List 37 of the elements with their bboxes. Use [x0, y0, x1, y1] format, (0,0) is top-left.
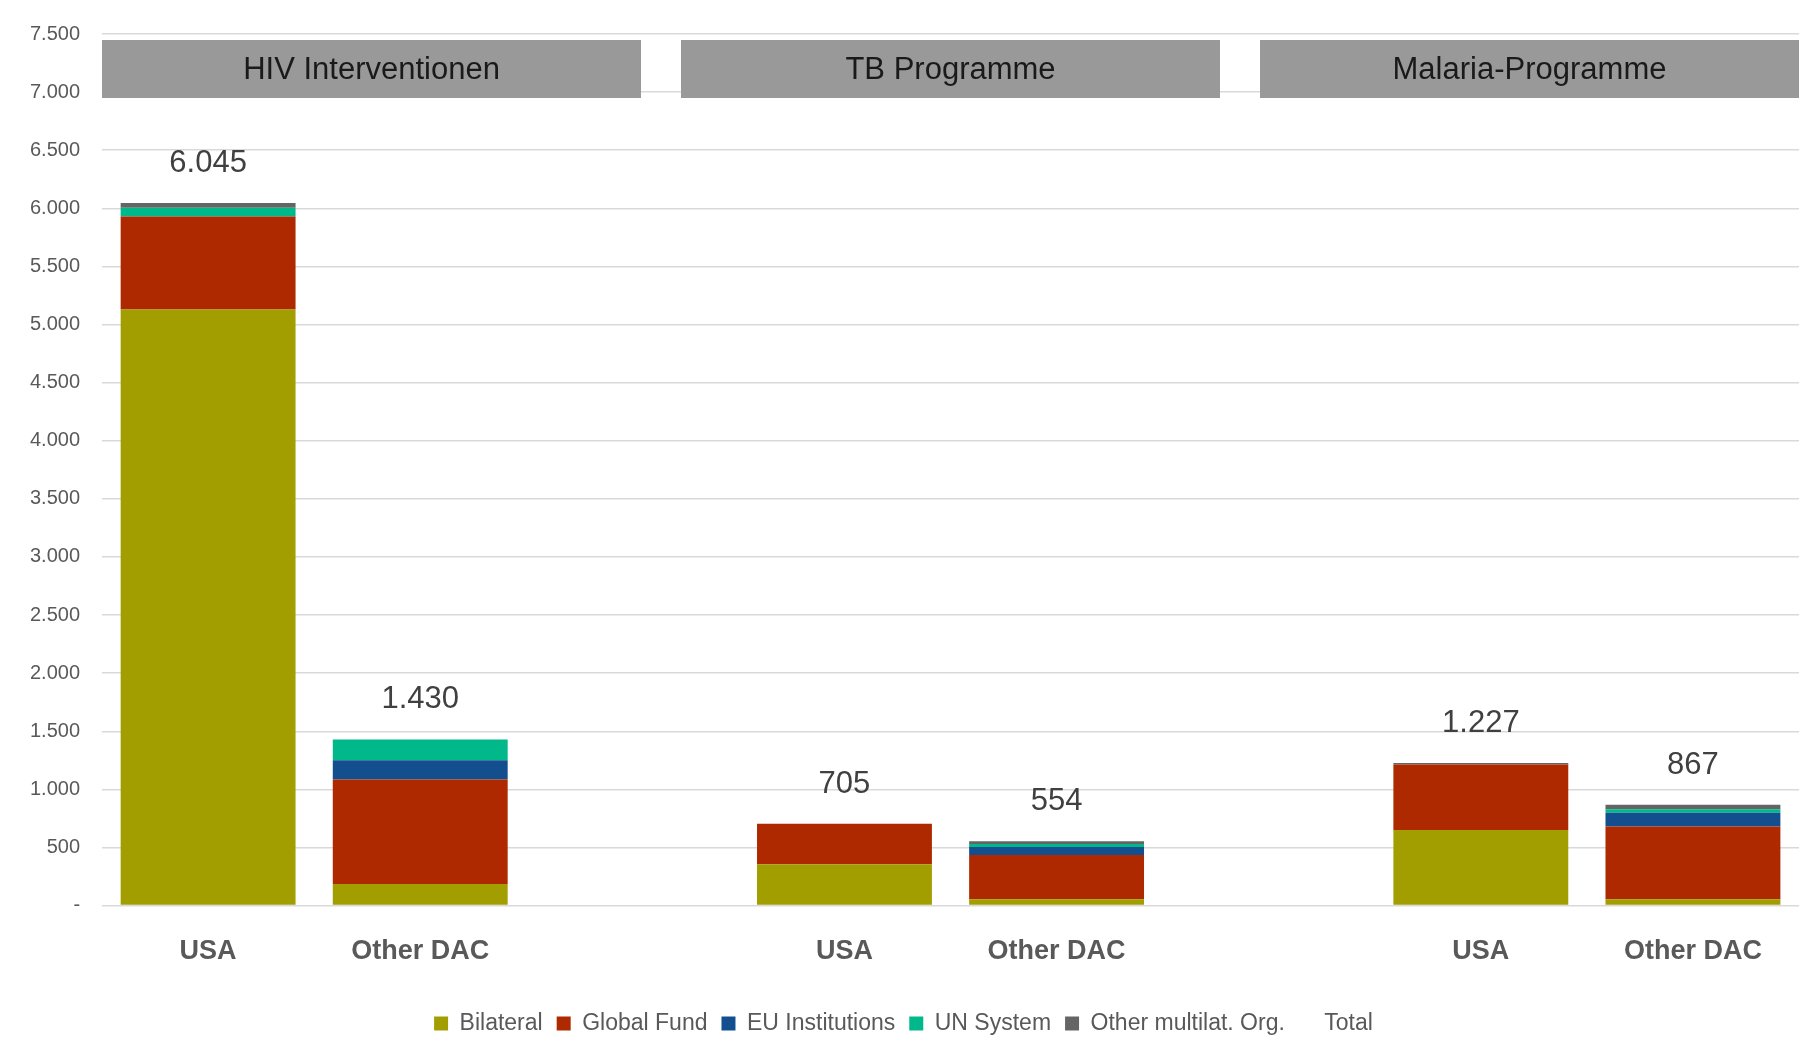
y-tick-label: 1.000 — [29, 776, 81, 799]
x-tick-label: Other DAC — [987, 935, 1126, 966]
y-tick-label: 3.500 — [29, 486, 81, 509]
y-tick-label: 1.500 — [29, 718, 81, 741]
total-label: 1.227 — [1442, 704, 1520, 740]
y-tick-label: 5.500 — [29, 253, 81, 276]
heading-box: Malaria-Programme — [1260, 40, 1799, 98]
legend-label: Bilateral — [459, 1008, 543, 1035]
x-tick-label: USA — [179, 935, 237, 966]
legend-label: Other multilat. Org. — [1090, 1008, 1285, 1035]
y-tick-label: 5.000 — [29, 312, 81, 335]
legend-label: EU Institutions — [746, 1008, 896, 1035]
y-tick-label: 7.500 — [29, 21, 81, 44]
y-tick-label: 6.000 — [29, 195, 81, 218]
total-label: 705 — [818, 764, 871, 800]
heading-box: TB Programme — [681, 40, 1220, 98]
y-tick-label: 6.500 — [29, 137, 81, 160]
y-tick-label: - — [73, 893, 81, 916]
y-tick-label: 4.000 — [29, 428, 81, 451]
total-label: 554 — [1030, 782, 1083, 818]
total-label: 867 — [1667, 745, 1719, 781]
legend-label: Global Fund — [582, 1008, 708, 1035]
y-tick-label: 500 — [46, 835, 81, 858]
total-label: 1.430 — [381, 680, 460, 716]
x-tick-label: Other DAC — [1623, 935, 1762, 966]
heading-box: HIV Interventionen — [102, 40, 641, 98]
y-tick-label: 7.000 — [29, 79, 81, 102]
x-tick-label: USA — [1452, 935, 1510, 966]
y-tick-label: 3.000 — [29, 544, 81, 567]
x-tick-label: USA — [815, 935, 873, 966]
y-tick-label: 2.500 — [29, 602, 81, 625]
legend-label: UN System — [934, 1008, 1052, 1035]
y-tick-label: 4.500 — [29, 370, 81, 393]
text: Total — [1324, 1008, 1373, 1035]
total-label: 6.045 — [169, 144, 247, 180]
y-tick-label: 2.000 — [29, 660, 81, 683]
x-tick-label: Other DAC — [351, 935, 490, 966]
